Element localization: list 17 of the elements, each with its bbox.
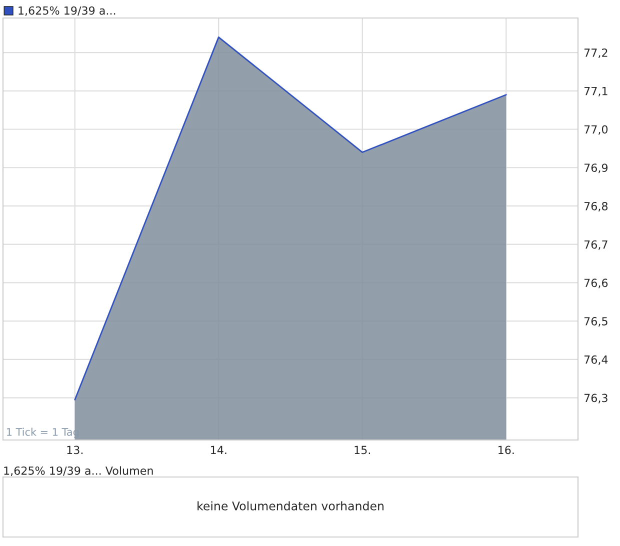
y-tick-label: 76,6 [584, 278, 608, 288]
x-tick-label: 16. [498, 446, 514, 454]
y-tick-label: 76,8 [584, 202, 608, 212]
x-tick-label: 15. [354, 446, 370, 454]
y-tick-label: 77,0 [584, 125, 608, 135]
text: keine Volumendaten vorhanden [198, 501, 384, 510]
x-tick-label: 13. [67, 446, 83, 454]
x-tick-label: 14. [211, 446, 226, 454]
y-tick-label: 76,5 [584, 317, 608, 327]
text: 1,625% 19/39 a... Volumen [4, 466, 153, 476]
y-tick-label: 77,2 [584, 48, 608, 58]
y-tick-label: 76,9 [584, 164, 608, 174]
y-tick-label: 76,4 [584, 355, 608, 365]
y-tick-label: 76,7 [584, 240, 608, 250]
y-tick-label: 76,3 [584, 394, 608, 404]
y-tick-label: 77,1 [584, 87, 608, 96]
legend-label: 1,625% 19/39 a... [18, 6, 116, 16]
